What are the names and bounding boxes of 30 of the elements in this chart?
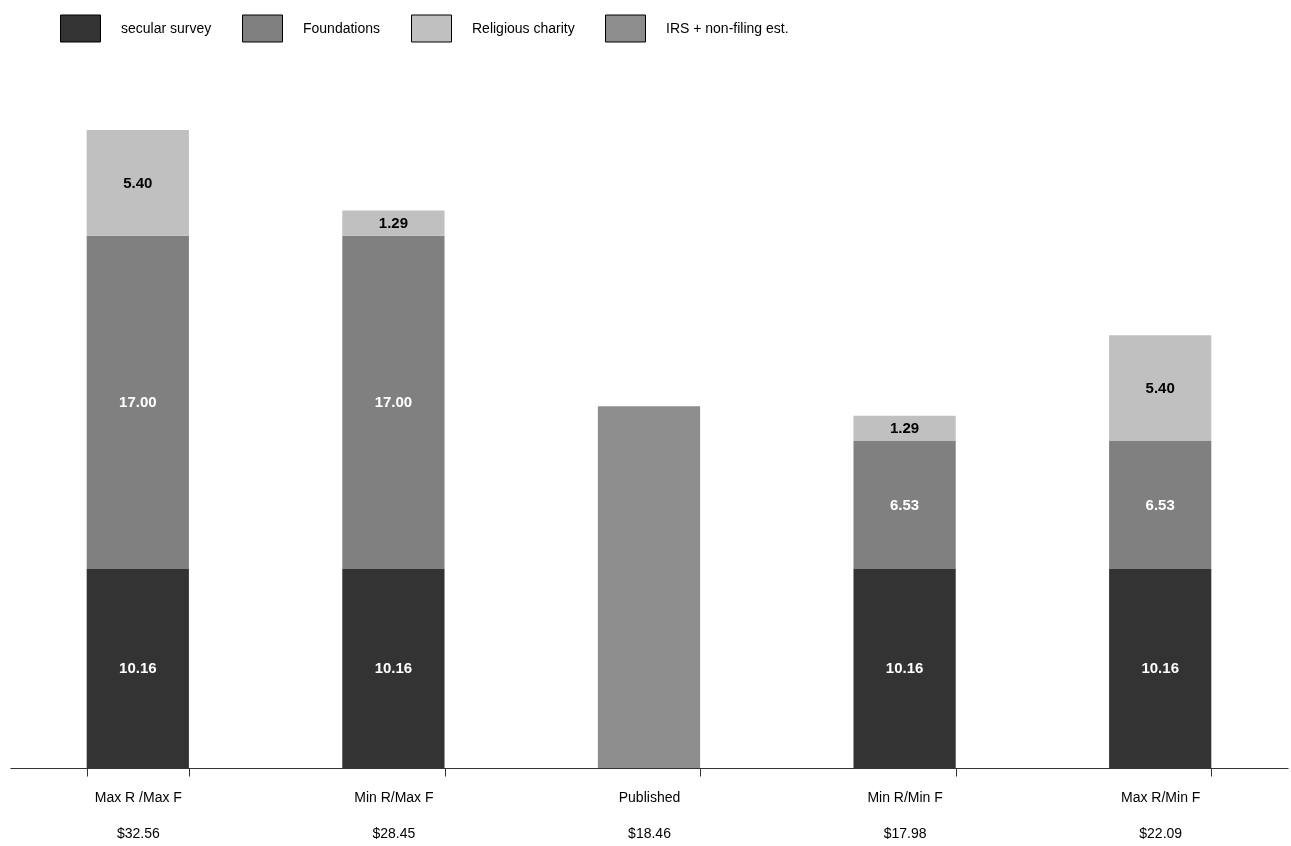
bar	[342, 235, 445, 569]
bar	[853, 415, 956, 441]
legend-label: Religious charity	[472, 19, 575, 36]
bar	[1109, 440, 1212, 569]
data-label: 6.53	[890, 495, 920, 513]
data-label: 5.40	[123, 173, 153, 191]
data-label: 1.29	[890, 419, 920, 437]
data-label: 10.16	[374, 659, 413, 677]
category-label: Published $18.46	[618, 788, 681, 841]
legend-label: Foundations	[303, 19, 381, 36]
bar	[597, 406, 701, 768]
data-label: 10.16	[119, 659, 157, 677]
bar	[853, 440, 956, 569]
data-label: 6.53	[1145, 495, 1175, 513]
data-label: 17.00	[374, 393, 413, 411]
bar	[1109, 335, 1212, 441]
data-label: 5.40	[1145, 379, 1175, 397]
bar	[86, 130, 189, 236]
data-label: 1.29	[378, 214, 408, 232]
data-label: 10.16	[885, 659, 924, 677]
bar	[86, 235, 189, 569]
category-label: Max R/Min F $22.09	[1121, 788, 1201, 841]
category-label: Min R/Min F $17.98	[867, 788, 943, 841]
legend-label: IRS + non-filing est.	[666, 19, 789, 36]
category-label: Max R /Max F $32.56	[94, 788, 182, 841]
data-label: 17.00	[119, 393, 157, 411]
bar	[342, 210, 445, 236]
legend-label: secular survey	[121, 19, 212, 36]
data-label: 10.16	[1141, 659, 1179, 677]
category-label: Min R/Max F $28.45	[354, 788, 434, 841]
